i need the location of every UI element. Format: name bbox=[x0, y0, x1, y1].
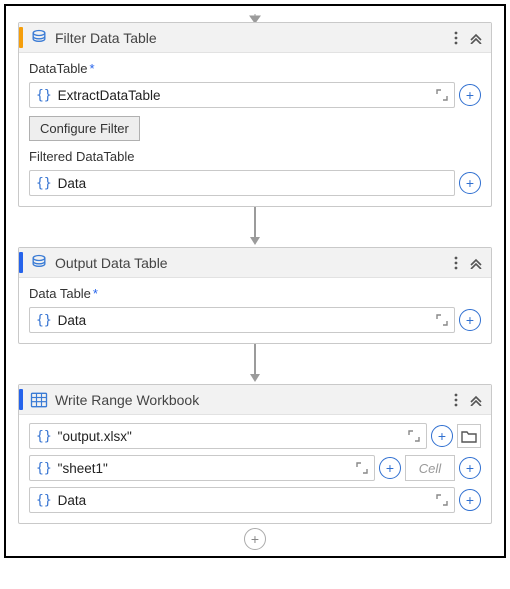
datatable-expression-input[interactable]: {} ExtractDataTable bbox=[29, 82, 455, 108]
expression-value: Data bbox=[58, 493, 434, 508]
accent-bar bbox=[19, 252, 23, 273]
required-marker: * bbox=[93, 286, 98, 301]
cell-placeholder: Cell bbox=[419, 461, 441, 476]
expand-editor-icon[interactable] bbox=[406, 428, 422, 444]
activity-header: Filter Data Table bbox=[19, 23, 491, 53]
label-text: Data Table bbox=[29, 286, 91, 301]
workbook-expression-input[interactable]: {} "output.xlsx" bbox=[29, 423, 427, 449]
expression-glyph-icon: {} bbox=[36, 88, 52, 103]
expand-editor-icon[interactable] bbox=[434, 312, 450, 328]
expression-glyph-icon: {} bbox=[36, 429, 52, 444]
expression-glyph-icon: {} bbox=[36, 313, 52, 328]
activity-body: Data Table* {} Data + bbox=[19, 278, 491, 343]
sheet-expression-input[interactable]: {} "sheet1" bbox=[29, 455, 375, 481]
add-variable-button[interactable]: + bbox=[459, 172, 481, 194]
accent-bar bbox=[19, 389, 23, 410]
expression-value: "sheet1" bbox=[58, 461, 354, 476]
datatable-label: Data Table* bbox=[29, 286, 481, 301]
spreadsheet-icon bbox=[29, 390, 49, 410]
expand-editor-icon[interactable] bbox=[434, 87, 450, 103]
datatable-input-row: {} ExtractDataTable + bbox=[29, 82, 481, 108]
activity-write-range-workbook[interactable]: Write Range Workbook {} "output.xlsx" + bbox=[18, 384, 492, 524]
activity-title: Write Range Workbook bbox=[55, 392, 445, 408]
expand-editor-icon[interactable] bbox=[434, 492, 450, 508]
cell-input[interactable]: Cell bbox=[405, 455, 455, 481]
add-activity-row: + bbox=[16, 524, 494, 550]
add-variable-button[interactable]: + bbox=[459, 457, 481, 479]
activity-output-data-table[interactable]: Output Data Table Data Table* {} Data bbox=[18, 247, 492, 344]
collapse-icon[interactable] bbox=[467, 254, 485, 272]
database-filter-icon bbox=[29, 28, 49, 48]
datatable-expression-input[interactable]: {} Data bbox=[29, 307, 455, 333]
expression-value: Data bbox=[58, 176, 450, 191]
activity-filter-data-table[interactable]: Filter Data Table DataTable* {} ExtractD… bbox=[18, 22, 492, 207]
accent-bar bbox=[19, 27, 23, 48]
add-variable-button[interactable]: + bbox=[379, 457, 401, 479]
add-activity-button[interactable]: + bbox=[244, 528, 266, 550]
label-text: DataTable bbox=[29, 61, 88, 76]
sheet-row: {} "sheet1" + Cell + bbox=[29, 455, 481, 481]
filtered-expression-input[interactable]: {} Data bbox=[29, 170, 455, 196]
configure-filter-button[interactable]: Configure Filter bbox=[29, 116, 140, 141]
expression-glyph-icon: {} bbox=[36, 461, 52, 476]
datatable-input-row: {} Data + bbox=[29, 307, 481, 333]
database-output-icon bbox=[29, 253, 49, 273]
add-variable-button[interactable]: + bbox=[431, 425, 453, 447]
expand-editor-icon[interactable] bbox=[354, 460, 370, 476]
datatable-label: DataTable* bbox=[29, 61, 481, 76]
workbook-path-row: {} "output.xlsx" + bbox=[29, 423, 481, 449]
expression-value: ExtractDataTable bbox=[58, 88, 434, 103]
kebab-menu-icon[interactable] bbox=[447, 254, 465, 272]
activity-body: {} "output.xlsx" + {} "sheet1" bbox=[19, 415, 491, 523]
data-expression-input[interactable]: {} Data bbox=[29, 487, 455, 513]
activity-title: Filter Data Table bbox=[55, 30, 445, 46]
filtered-datatable-label: Filtered DataTable bbox=[29, 149, 481, 164]
add-variable-button[interactable]: + bbox=[459, 489, 481, 511]
kebab-menu-icon[interactable] bbox=[447, 29, 465, 47]
data-row: {} Data + bbox=[29, 487, 481, 513]
browse-file-button[interactable] bbox=[457, 424, 481, 448]
activity-header: Write Range Workbook bbox=[19, 385, 491, 415]
flow-arrow bbox=[16, 344, 494, 384]
incoming-arrow-stub bbox=[16, 14, 494, 22]
expression-glyph-icon: {} bbox=[36, 176, 52, 191]
collapse-icon[interactable] bbox=[467, 29, 485, 47]
add-variable-button[interactable]: + bbox=[459, 84, 481, 106]
activity-title: Output Data Table bbox=[55, 255, 445, 271]
filtered-input-row: {} Data + bbox=[29, 170, 481, 196]
activity-body: DataTable* {} ExtractDataTable + Configu… bbox=[19, 53, 491, 206]
expression-value: Data bbox=[58, 313, 434, 328]
workflow-canvas: Filter Data Table DataTable* {} ExtractD… bbox=[4, 4, 506, 558]
activity-header: Output Data Table bbox=[19, 248, 491, 278]
expression-value: "output.xlsx" bbox=[58, 429, 406, 444]
flow-arrow bbox=[16, 207, 494, 247]
kebab-menu-icon[interactable] bbox=[447, 391, 465, 409]
add-variable-button[interactable]: + bbox=[459, 309, 481, 331]
required-marker: * bbox=[90, 61, 95, 76]
expression-glyph-icon: {} bbox=[36, 493, 52, 508]
collapse-icon[interactable] bbox=[467, 391, 485, 409]
